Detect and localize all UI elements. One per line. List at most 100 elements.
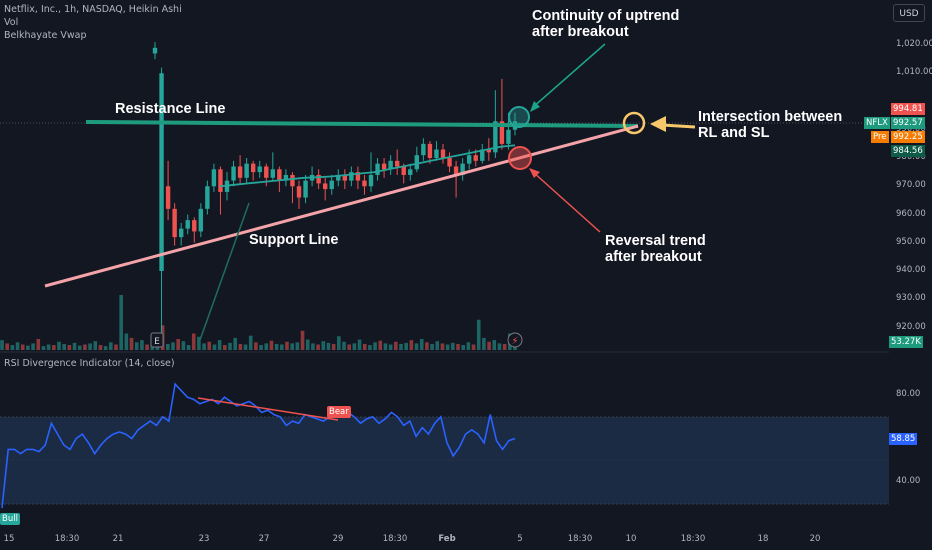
vwap-line [219, 144, 516, 188]
reversal-line-2: after breakout [605, 249, 702, 265]
support-line[interactable] [44, 124, 639, 288]
intersection-annotation[interactable]: Intersection between RL and SL [698, 109, 842, 141]
volume-bar [10, 345, 15, 350]
dividend-marker[interactable] [507, 332, 523, 348]
volume-bar [316, 344, 320, 350]
pre-label-tag: Pre [871, 131, 889, 143]
volume-bar [305, 339, 310, 350]
volume-bar [171, 342, 175, 350]
reversal-line-1: Reversal trend [605, 233, 706, 249]
volume-legend[interactable]: Vol [4, 17, 19, 28]
time-tick: 5 [517, 534, 523, 544]
volume-bar [342, 341, 346, 350]
candle-body [277, 169, 282, 181]
intersection-arrow[interactable] [661, 123, 696, 129]
candle-body [192, 220, 197, 232]
candle-body [447, 158, 452, 167]
reversal-circle[interactable] [508, 146, 532, 170]
price-tick: 1,010.00 [896, 67, 932, 78]
candle-body [283, 174, 289, 181]
intersection-circle[interactable] [622, 111, 646, 135]
volume-bar [492, 340, 497, 350]
volume-bar [176, 339, 180, 350]
candle-body [172, 208, 177, 238]
volume-bar [254, 342, 258, 350]
candle-body [303, 180, 308, 198]
candle-body [493, 121, 498, 153]
continuity-annotation[interactable]: Continuity of uptrend after breakout [532, 8, 679, 40]
volume-bar [77, 345, 82, 350]
continuity-line-1: Continuity of uptrend [532, 8, 680, 24]
candle-body [427, 143, 433, 158]
rsi-line [1, 382, 516, 509]
resistance-annotation[interactable]: Resistance Line [115, 101, 226, 117]
volume-bar [331, 343, 336, 350]
volume-bar [373, 342, 377, 350]
volume-bar [471, 344, 476, 350]
time-tick: 18:30 [567, 534, 593, 544]
candle-body [408, 169, 413, 175]
volume-bar [445, 344, 450, 350]
support-annotation[interactable]: Support Line [249, 232, 339, 248]
breakout-circle[interactable] [508, 106, 530, 128]
volume-bar [5, 343, 9, 350]
price-tick: 950.00 [896, 236, 926, 247]
candle-body [394, 160, 400, 167]
rsi-tick: 80.00 [896, 389, 921, 399]
candle-body [152, 47, 158, 54]
volume-bar [300, 330, 305, 350]
time-tick: Feb [438, 534, 456, 544]
support-pointer [199, 202, 250, 341]
high-price-tag: 994.81 [891, 103, 925, 115]
rsi-title[interactable]: RSI Divergence Indicator (14, close) [4, 358, 175, 369]
vwap-legend[interactable]: Belkhayate Vwap [4, 30, 87, 41]
volume-bar [134, 342, 139, 350]
candle-body [165, 186, 171, 209]
candle-body [205, 186, 210, 209]
vwap-price-tag: 984.56 [891, 145, 925, 157]
symbol-info[interactable]: Netflix, Inc., 1h, NASDAQ, Heikin Ashi [4, 4, 182, 15]
time-tick: 18:30 [680, 534, 706, 544]
volume-bar [109, 342, 113, 350]
volume-bar [378, 340, 383, 350]
time-tick: 20 [809, 534, 821, 544]
volume-bar [114, 344, 118, 350]
volume-bar [326, 342, 331, 350]
resistance-line[interactable] [85, 120, 639, 128]
volume-bar [197, 336, 201, 350]
time-tick: 21 [112, 534, 124, 544]
volume-bar [181, 341, 186, 350]
price-axis[interactable] [889, 0, 932, 550]
volume-bar [57, 341, 61, 350]
candle-body [198, 208, 204, 232]
volume-tag: 53.27K [889, 336, 923, 348]
time-tick: 29 [332, 534, 344, 544]
volume-bar [41, 346, 46, 350]
reversal-annotation[interactable]: Reversal trend after breakout [605, 233, 706, 265]
candle-body [159, 73, 164, 271]
continuity-arrow[interactable] [531, 43, 606, 109]
candle-body [316, 174, 321, 184]
time-tick: 27 [258, 534, 270, 544]
candle-body [244, 163, 249, 178]
continuity-arrowhead [530, 101, 540, 112]
candle-body [250, 163, 256, 173]
earnings-marker[interactable] [150, 332, 164, 348]
candle-body [322, 183, 328, 190]
price-tick: 930.00 [896, 293, 926, 304]
price-tick: 970.00 [896, 180, 926, 191]
candle-body [414, 155, 420, 170]
volume-bar [466, 342, 471, 350]
candle-body [368, 174, 374, 187]
candle-body [237, 166, 243, 178]
continuity-line-2: after breakout [532, 24, 629, 40]
volume-bar [238, 343, 243, 350]
reversal-arrow[interactable] [532, 171, 601, 233]
volume-bar [223, 345, 227, 350]
time-tick: 18:30 [382, 534, 408, 544]
currency-selector[interactable]: USD [893, 4, 925, 22]
candle-body [473, 155, 478, 161]
volume-bar [497, 343, 502, 350]
candle-body [296, 186, 302, 198]
